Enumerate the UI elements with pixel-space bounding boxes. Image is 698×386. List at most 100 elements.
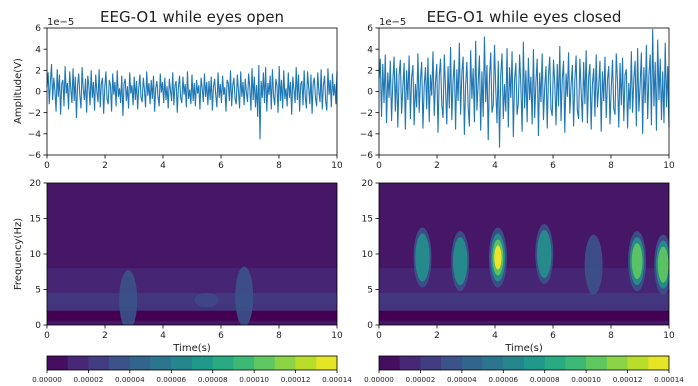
line0-ytick-label: 0: [35, 88, 41, 98]
line1-ytick-label: 0: [367, 88, 373, 98]
spectrogram-hotspot: [494, 245, 502, 270]
colorbar-segment: [627, 356, 649, 370]
spectrogram-hotspot: [631, 243, 643, 280]
colorbar-tick-label: 0.00014: [322, 375, 352, 384]
heat3-ytick-label: 15: [362, 215, 373, 225]
colorbar-segment: [586, 356, 608, 370]
colorbar-tick-label: 0.00002: [406, 375, 436, 384]
line-plot-eyes-closed: 0 2 4 6 8 10 −6 −4 −2 0 2 4 6: [360, 24, 675, 171]
spectrogram-hotspot: [657, 246, 669, 283]
line1-ytick-label: −4: [360, 130, 374, 140]
line0-ytick-label: −2: [28, 109, 41, 119]
colorbar-segment: [461, 356, 483, 370]
spectrogram-field: [379, 183, 669, 325]
heat2-ytick-label: 20: [30, 179, 42, 189]
colorbar-tick-label: 0.00010: [239, 375, 269, 384]
colorbar-tick-label: 0.00006: [488, 375, 518, 384]
spectrogram-eyes-closed: 0 2 4 6 8 10 0 5 10 15 20: [362, 179, 675, 341]
colorbar-segment: [171, 356, 193, 370]
heat3-xtick-label: 6: [550, 331, 556, 341]
heat3-xtick-label: 2: [434, 331, 440, 341]
colorbar-eyes-closed: 0.00000 0.00002 0.00004 0.00006 0.00008 0.000…: [364, 355, 684, 384]
line0-xtick-label: 6: [218, 161, 224, 171]
colorbar-eyes-open: 0.00000 0.00002 0.00004 0.00006 0.00008 0.000…: [32, 355, 352, 384]
line0-xtick-label: 2: [102, 161, 108, 171]
heat3-ytick-label: 20: [362, 179, 374, 189]
heat2-ytick-label: 15: [30, 215, 41, 225]
colorbar-tick-label: 0.00004: [447, 375, 477, 384]
colorbar-segment: [482, 356, 504, 370]
colorbar-segment: [503, 356, 525, 370]
colorbar-segment: [47, 356, 69, 370]
colorbar-frame: [378, 355, 670, 371]
colorbar-segment: [420, 356, 442, 370]
line0-ytick-label: −6: [28, 151, 42, 161]
colorbar-frame: [46, 355, 338, 371]
spectrogram-floor: [47, 310, 337, 321]
spectrogram-field: [47, 183, 337, 325]
heat3-xtick-label: 8: [608, 331, 614, 341]
colorbar-tick-label: 0.00008: [198, 375, 228, 384]
y-axis-label-amplitude: Amplitude(V): [13, 58, 24, 124]
colorbar-tick-label: 0.00002: [74, 375, 104, 384]
spectrogram-hotspot: [415, 233, 430, 282]
colorbar-segment: [129, 356, 151, 370]
spectrogram-eyes-open: 0 2 4 6 8 10 0 5 10 15 20: [30, 179, 343, 341]
heat3-xtick-label: 0: [376, 331, 382, 341]
colorbar-segment: [524, 356, 546, 370]
line0-ytick-label: −4: [28, 130, 42, 140]
colorbar-segment: [544, 356, 566, 370]
chart-title-eyes-open: EEG-O1 while eyes open: [100, 8, 284, 26]
heat2-ytick-label: 5: [35, 286, 41, 296]
spectrogram-hotspot: [194, 293, 219, 308]
line1-xtick-label: 6: [550, 161, 556, 171]
colorbar-tick-label: 0.00006: [156, 375, 186, 384]
colorbar-segment: [379, 356, 401, 370]
colorbar-tick-label: 0.00008: [530, 375, 560, 384]
line1-xtick-label: 8: [608, 161, 614, 171]
colorbar-tick-label: 0.00012: [281, 375, 311, 384]
line1-xtick-label: 4: [492, 161, 498, 171]
line0-xtick-label: 10: [331, 161, 343, 171]
line1-ytick-label: 6: [367, 24, 373, 34]
colorbar-tick-label: 0.00000: [364, 375, 394, 384]
heat3-ytick-label: 5: [367, 286, 373, 296]
spectrogram-hotspot: [537, 230, 552, 278]
chart-title-eyes-closed: EEG-O1 while eyes closed: [427, 8, 622, 26]
heat2-ytick-label: 10: [30, 250, 42, 260]
colorbar-segment: [212, 356, 234, 370]
colorbar-segment: [274, 356, 296, 370]
line1-xtick-label: 10: [663, 161, 675, 171]
colorbar-segment: [565, 356, 587, 370]
line-plot-eyes-open: 0 2 4 6 8 10 −6 −4 −2 0 2 4 6: [28, 24, 343, 171]
line1-ytick-label: 2: [367, 67, 373, 77]
heat2-xtick-label: 8: [276, 331, 282, 341]
line1-xtick-label: 0: [376, 161, 382, 171]
heat2-xtick-label: 0: [44, 331, 50, 341]
spectrogram-band: [47, 293, 337, 311]
heat2-xtick-label: 10: [331, 331, 343, 341]
colorbar-segment: [399, 356, 421, 370]
colorbar-tick-label: 0.00014: [654, 375, 684, 384]
colorbar-segment: [295, 356, 317, 370]
x-axis-label-time-right: Time(s): [504, 343, 543, 354]
heat2-xtick-label: 4: [160, 331, 166, 341]
line1-ytick-label: −6: [360, 151, 374, 161]
x-axis-label-time-left: Time(s): [172, 343, 211, 354]
colorbar-segment: [150, 356, 172, 370]
spectrogram-hotspot: [235, 266, 254, 325]
colorbar-segment: [441, 356, 463, 370]
line1-xtick-label: 2: [434, 161, 440, 171]
offset-text-eyes-closed: 1e−5: [379, 17, 406, 28]
line1-ytick-label: 4: [367, 45, 373, 55]
spectrogram-hotspot: [584, 234, 603, 295]
line0-ytick-label: 6: [35, 24, 41, 34]
line0-ytick-label: 2: [35, 67, 41, 77]
colorbar-tick-label: 0.00010: [571, 375, 601, 384]
colorbar-segment: [233, 356, 255, 370]
spectrogram-band: [379, 293, 669, 311]
colorbar-segment: [88, 356, 110, 370]
heat3-xtick-label: 10: [663, 331, 675, 341]
line1-ytick-label: −2: [360, 109, 373, 119]
spectrogram-floor: [379, 310, 669, 321]
